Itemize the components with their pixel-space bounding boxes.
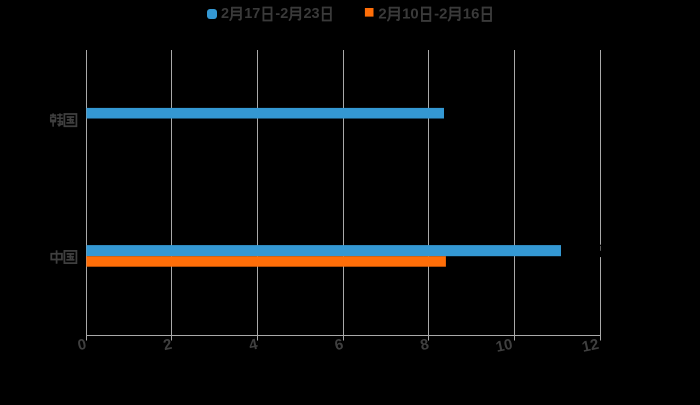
svg-text:2: 2 — [439, 7, 447, 23]
svg-text:10: 10 — [402, 7, 419, 23]
svg-text:2: 2 — [378, 7, 386, 23]
svg-text:17: 17 — [244, 6, 260, 22]
svg-text:16: 16 — [463, 7, 480, 23]
svg-text:2: 2 — [221, 6, 229, 22]
svg-text:12: 12 — [580, 336, 600, 356]
svg-text:23: 23 — [304, 6, 320, 22]
svg-text:-: - — [275, 6, 280, 22]
svg-text:8: 8 — [419, 336, 431, 354]
svg-text:2: 2 — [162, 336, 174, 354]
svg-text:0: 0 — [76, 336, 88, 354]
svg-text:6: 6 — [333, 336, 345, 354]
svg-text:2: 2 — [280, 6, 288, 22]
svg-text:-: - — [434, 7, 439, 23]
svg-text:10: 10 — [494, 336, 514, 356]
